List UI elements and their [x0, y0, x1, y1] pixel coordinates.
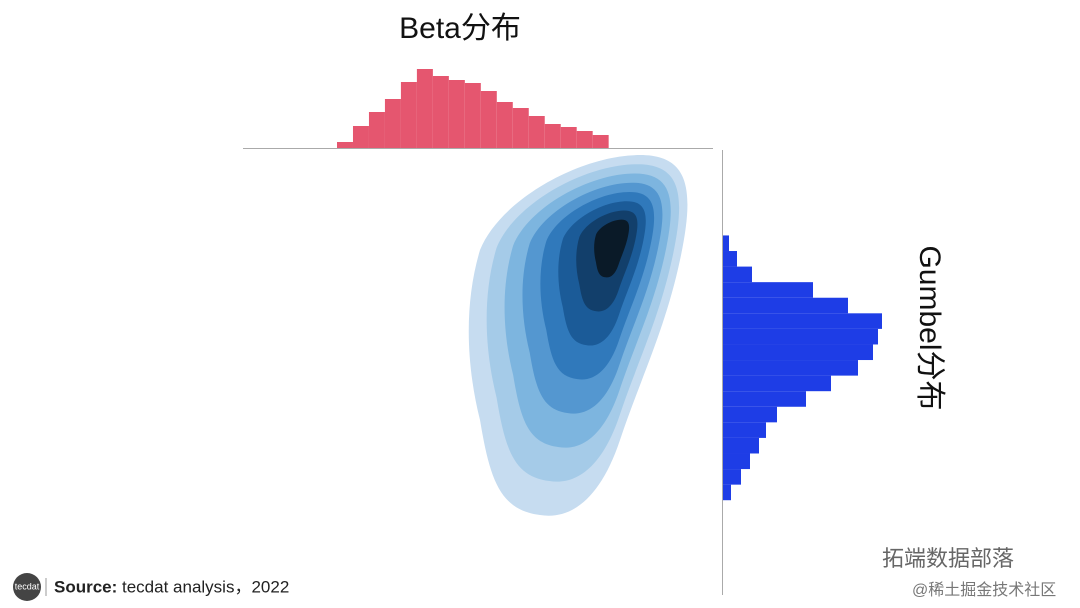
histogram-bar — [723, 297, 848, 314]
histogram-bar — [384, 99, 401, 148]
histogram-bar — [528, 116, 545, 148]
logo: tecdat — [15, 581, 40, 591]
histogram-bar — [337, 142, 353, 148]
histogram-bar — [544, 124, 561, 148]
histogram-bar — [723, 282, 813, 298]
histogram-bar — [464, 83, 481, 148]
histogram-bar — [432, 76, 449, 148]
histogram-bar — [480, 91, 497, 148]
density-contours — [468, 155, 688, 516]
source-label: Source: — [54, 577, 117, 596]
histogram-bar — [352, 126, 369, 148]
histogram-bar — [723, 266, 752, 283]
histogram-bar — [723, 453, 750, 470]
watermark: 拓端数据部落 — [882, 546, 1014, 571]
histogram-bar — [723, 437, 759, 454]
histogram-bar — [723, 344, 873, 361]
histogram-bar — [368, 112, 385, 148]
chart-title: Beta分布 — [399, 12, 521, 45]
credit: @稀土掘金技术社区 — [912, 581, 1056, 599]
histogram-bar — [723, 406, 777, 423]
histogram-bar — [512, 108, 529, 148]
histogram-bar — [560, 127, 577, 148]
logo-badge — [13, 573, 41, 601]
histogram-bar — [723, 391, 806, 407]
histogram-bar — [416, 69, 433, 148]
histogram-bar — [723, 235, 729, 252]
histogram-bar — [723, 251, 737, 267]
source: tecdat analysis，2022 — [122, 577, 289, 596]
histogram-bar — [723, 328, 878, 345]
histogram-bar — [448, 80, 465, 148]
histogram-bar — [723, 484, 731, 501]
histogram-bar — [723, 360, 858, 376]
histogram-bar — [496, 102, 513, 148]
histogram-bar — [400, 82, 417, 148]
histogram-bar — [723, 313, 882, 329]
histogram-bar — [576, 131, 593, 148]
histogram-bar — [723, 375, 831, 392]
histogram-bar — [592, 135, 609, 148]
histogram-bar — [723, 469, 741, 485]
chart-title: Gumbel分布 — [913, 245, 946, 410]
histogram-bar — [723, 422, 766, 438]
